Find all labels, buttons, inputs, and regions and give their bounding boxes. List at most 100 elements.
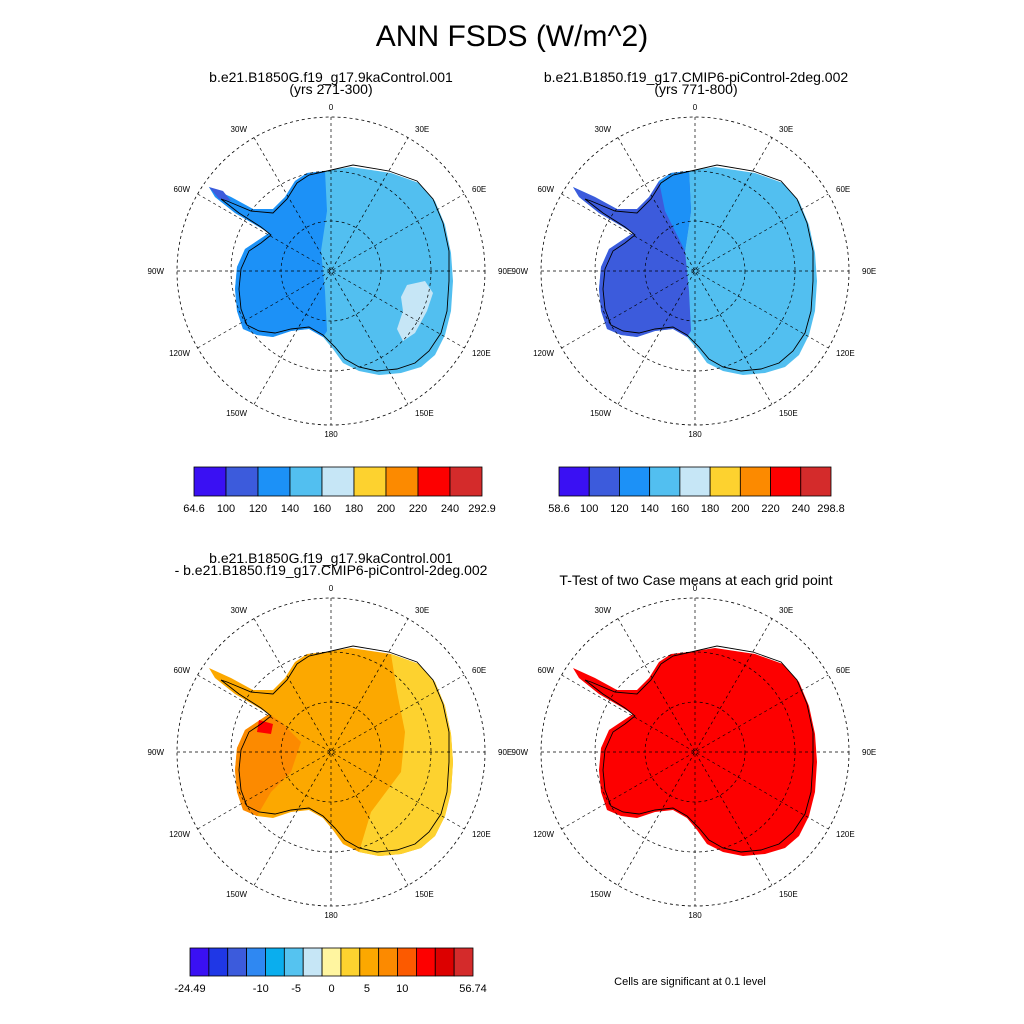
colorbar-tick-label: 298.8 (817, 503, 845, 515)
figure-title: ANN FSDS (W/m^2) (375, 20, 649, 53)
colorbar-tick-label: 240 (441, 503, 459, 515)
longitude-label-upper-left: 30W (231, 606, 248, 615)
colorbar-swatch (434, 947, 455, 977)
panel-3-title: b.e21.B1850G.f19_g17.9kaControl.001 - b.… (131, 551, 531, 577)
colorbar-tick-label: 180 (701, 503, 719, 515)
colorbar-swatch (359, 947, 380, 977)
colorbar-tick-label: 160 (671, 503, 689, 515)
longitude-label-left: 90W (148, 267, 165, 276)
colorbar-tick-label: -10 (253, 983, 269, 995)
colorbar-swatch (449, 466, 483, 497)
panel-1-map: 0 180 90W 90E 30W 30E 60W 60E 120W 120E 150W 150E (148, 103, 513, 439)
colorbar-tick-label: -5 (291, 983, 301, 995)
longitude-label-mid-lower-left: 120W (533, 349, 554, 358)
colorbar-swatch (302, 947, 323, 977)
longitude-label-top: 0 (693, 584, 698, 593)
panel-2-map: 0 180 90W 90E 30W 30E 60W 60E 120W 120E 150W 150E (512, 103, 877, 439)
colorbar-tick-label: 200 (731, 503, 749, 515)
longitude-label-right: 90E (498, 267, 512, 276)
colorbar-swatch (415, 947, 436, 977)
colorbar-tick-label: 120 (610, 503, 628, 515)
colorbar-swatch (385, 466, 419, 497)
panel-1-title-line1: b.e21.B1850G.f19_g17.9kaControl.001 (209, 69, 453, 85)
colorbar-swatch (649, 466, 681, 497)
longitude-label-upper-right: 30E (779, 606, 793, 615)
colorbar-swatch (588, 466, 620, 497)
panel-1-title: b.e21.B1850G.f19_g17.9kaControl.001 (yrs… (131, 69, 531, 97)
colorbar-swatch (246, 947, 266, 977)
colorbar-tick-label: 140 (281, 503, 299, 515)
colorbar-tick-label: 56.74 (459, 983, 487, 995)
high-value-region (397, 281, 433, 341)
significance-field (573, 648, 817, 856)
colorbar-tick-label: 5 (364, 983, 370, 995)
colorbar-swatch (321, 466, 355, 497)
longitude-label-lower-left: 150W (590, 890, 611, 899)
longitude-label-bottom: 180 (324, 430, 338, 439)
colorbar-tick-label: 160 (313, 503, 331, 515)
mid-field (659, 171, 691, 251)
colorbar-swatch (397, 947, 417, 977)
colorbar-1: 64.6 100 120 140 160 180 200 220 240 292.9 (183, 466, 496, 515)
colorbar-swatch (257, 466, 291, 497)
panel-4-map: 0 180 90W 90E 30W 30E 60W 60E 120W 120E 150W 150E (512, 584, 877, 920)
longitude-label-upper-right: 30E (779, 125, 793, 134)
colorbar-swatch (193, 466, 227, 497)
colorbar-swatch (378, 947, 398, 977)
colorbar-swatch (353, 466, 387, 497)
colorbar-tick-label: 240 (792, 503, 810, 515)
longitude-label-mid-upper-right: 60E (836, 666, 850, 675)
longitude-label-mid-upper-right: 60E (472, 185, 486, 194)
longitude-label-mid-lower-left: 120W (169, 349, 190, 358)
longitude-label-right: 90E (862, 748, 876, 757)
colorbar-swatch (225, 466, 259, 497)
coastline (220, 645, 450, 853)
panel-2-title-line1: b.e21.B1850.f19_g17.CMIP6-piControl-2deg… (543, 69, 849, 85)
coastline (584, 164, 814, 372)
longitude-label-upper-right: 30E (415, 125, 429, 134)
colorbar-swatch (208, 947, 229, 977)
coastline (584, 645, 814, 853)
longitude-label-lower-left: 150W (226, 890, 247, 899)
colorbar-swatch (321, 947, 342, 977)
colorbar-2: 58.6 100 120 140 160 180 200 220 240 298.8 (548, 466, 845, 515)
longitude-label-lower-right: 150E (779, 890, 798, 899)
colorbar-tick-label: 100 (580, 503, 598, 515)
longitude-label-lower-right: 150E (415, 409, 434, 418)
longitude-label-mid-upper-left: 60W (174, 666, 191, 675)
longitude-label-left: 90W (148, 748, 165, 757)
colorbar-tick-label: 100 (217, 503, 235, 515)
west-field (235, 714, 301, 816)
colorbar-3: -24.49 -10 -5 0 5 10 56.74 (174, 947, 487, 995)
colorbar-swatch (417, 466, 451, 497)
longitude-label-lower-right: 150E (779, 409, 798, 418)
longitude-label-upper-right: 30E (415, 606, 429, 615)
coastline (220, 164, 450, 372)
longitude-label-left: 90W (512, 267, 529, 276)
colorbar-swatch (227, 947, 248, 977)
panel-1-title-line2: (yrs 271-300) (289, 81, 373, 97)
longitude-label-mid-lower-right: 120E (472, 830, 491, 839)
longitude-label-mid-lower-right: 120E (836, 349, 855, 358)
east-field (359, 654, 453, 856)
longitude-label-upper-left: 30W (595, 125, 612, 134)
longitude-label-top: 0 (693, 103, 698, 112)
longitude-label-mid-upper-left: 60W (538, 185, 555, 194)
longitude-label-mid-lower-left: 120W (169, 830, 190, 839)
panel-2-title: b.e21.B1850.f19_g17.CMIP6-piControl-2deg… (496, 69, 896, 96)
colorbar-tick-label: 292.9 (468, 503, 496, 515)
longitude-label-left: 90W (512, 748, 529, 757)
colorbar-swatch (770, 466, 802, 497)
peninsula-low-region (209, 187, 231, 201)
colorbar-swatch (453, 947, 474, 977)
panel-4-title-line1: T-Test of two Case means at each grid po… (559, 572, 833, 588)
colorbar-tick-label: 200 (377, 503, 395, 515)
colorbar-swatch (800, 466, 832, 497)
longitude-label-mid-lower-right: 120E (472, 349, 491, 358)
colorbar-swatch (679, 466, 711, 497)
colorbar-tick-label: 180 (345, 503, 363, 515)
longitude-label-mid-upper-left: 60W (538, 666, 555, 675)
longitude-label-mid-lower-left: 120W (533, 830, 554, 839)
colorbar-swatch (619, 466, 651, 497)
colorbar-swatch (739, 466, 771, 497)
